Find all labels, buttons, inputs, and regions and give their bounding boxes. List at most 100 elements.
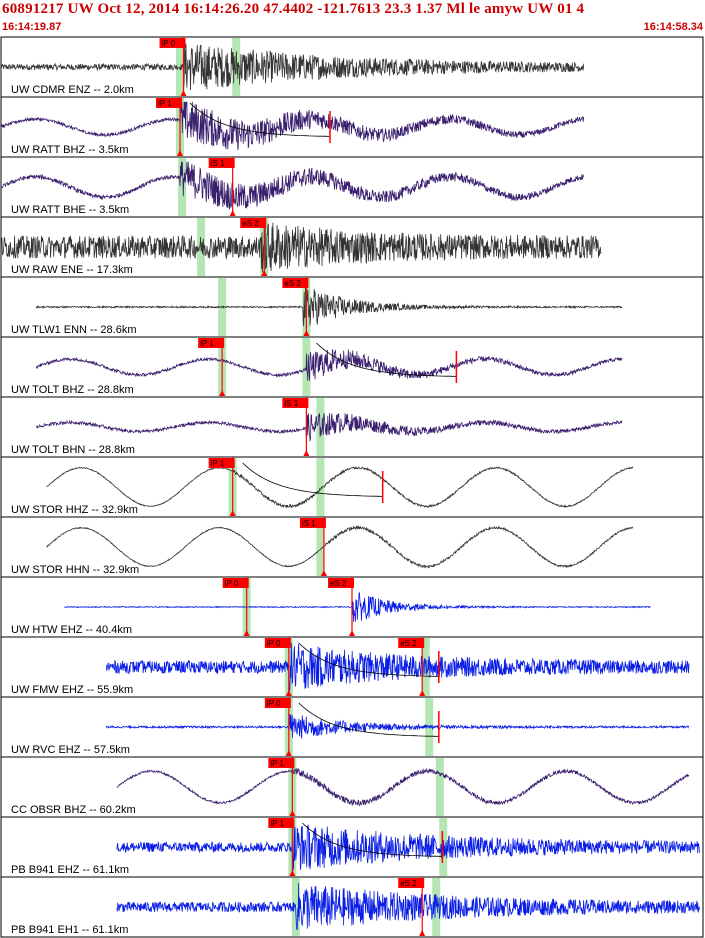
pick-label: iP 0 bbox=[267, 639, 281, 648]
trace-panel: iS 1 UW STOR HHN -- 32.9km bbox=[0, 516, 704, 578]
pick-label: eS 2 bbox=[284, 279, 301, 288]
pick-label: iS 1 bbox=[302, 519, 316, 528]
pick-label: iP 1 bbox=[200, 339, 214, 348]
pick-box[interactable] bbox=[264, 698, 291, 708]
pick-label: iS 1 bbox=[284, 399, 298, 408]
start-time: 16:14:19.87 bbox=[2, 21, 62, 33]
waveform-trace bbox=[46, 466, 634, 509]
coda-curve bbox=[302, 822, 443, 857]
station-label: UW HTW EHZ -- 40.4km bbox=[11, 624, 132, 636]
waveform-trace bbox=[36, 412, 623, 444]
phase-window bbox=[176, 38, 185, 96]
pick-label: iP 1 bbox=[158, 99, 172, 108]
pick-box[interactable] bbox=[240, 218, 267, 228]
pick-box[interactable] bbox=[398, 638, 425, 648]
phase-window bbox=[421, 638, 430, 696]
pick-box[interactable] bbox=[268, 818, 295, 828]
waveform-trace bbox=[35, 349, 623, 381]
pick-marker bbox=[289, 810, 296, 816]
trace-panel: iP 0 UW RVC EHZ -- 57.5km bbox=[0, 696, 704, 758]
pick-label: eS 2 bbox=[400, 879, 417, 888]
pick-box[interactable] bbox=[222, 578, 249, 588]
station-label: PB B941 EH1 -- 61.1km bbox=[11, 924, 128, 936]
station-label: PB B941 EHZ -- 61.1km bbox=[11, 864, 129, 876]
waveform-trace bbox=[0, 101, 585, 150]
station-label: UW RATT BHZ -- 3.5km bbox=[11, 144, 129, 156]
coda-curve bbox=[298, 642, 439, 677]
station-label: UW TLW1 ENN -- 28.6km bbox=[11, 324, 137, 336]
waveform-trace bbox=[0, 161, 585, 210]
trace-panel-border bbox=[0, 876, 704, 938]
waveform-trace bbox=[0, 221, 602, 273]
pick-box[interactable] bbox=[398, 878, 425, 888]
trace-panel: eS 2 UW RAW ENE -- 17.3km bbox=[0, 216, 704, 278]
coda-curve bbox=[189, 102, 331, 137]
pick-label: iP 1 bbox=[270, 759, 284, 768]
trace-panel: eS 2 UW TLW1 ENN -- 28.6km bbox=[0, 276, 704, 338]
pick-label: iP 0 bbox=[162, 39, 176, 48]
pick-box[interactable] bbox=[198, 338, 225, 348]
pick-label: eS 2 bbox=[400, 639, 417, 648]
station-label: UW RATT BHE -- 3.5km bbox=[11, 204, 129, 216]
station-label: UW CDMR ENZ -- 2.0km bbox=[11, 84, 134, 96]
waveform-trace bbox=[116, 824, 700, 871]
phase-window bbox=[316, 518, 325, 576]
phase-window bbox=[435, 758, 444, 816]
station-label: UW TOLT BHZ -- 28.8km bbox=[11, 384, 134, 396]
pick-box[interactable] bbox=[208, 158, 235, 168]
trace-panel: iP 1 CC OBSR BHZ -- 60.2km bbox=[0, 756, 704, 818]
waveform-trace bbox=[46, 525, 634, 569]
pick-box[interactable] bbox=[264, 638, 291, 648]
end-time: 16:14:58.34 bbox=[643, 21, 703, 33]
pick-marker bbox=[320, 570, 327, 576]
pick-box[interactable] bbox=[208, 458, 235, 468]
coda-curve bbox=[242, 462, 383, 497]
pick-box[interactable] bbox=[282, 398, 309, 408]
coda-curve bbox=[298, 702, 439, 737]
phase-window bbox=[316, 458, 325, 516]
trace-panel: iP 0 eS 2 UW HTW EHZ -- 40.4km bbox=[0, 576, 704, 638]
station-label: UW STOR HHN -- 32.9km bbox=[11, 564, 139, 576]
trace-panel: iP 1 UW RATT BHZ -- 3.5km bbox=[0, 96, 704, 158]
station-label: UW RAW ENE -- 17.3km bbox=[11, 264, 133, 276]
waveform-trace bbox=[116, 767, 690, 807]
waveform-trace bbox=[105, 714, 690, 739]
station-label: UW RVC EHZ -- 57.5km bbox=[11, 744, 130, 756]
pick-marker bbox=[219, 390, 226, 396]
pick-marker bbox=[180, 90, 187, 96]
trace-panel: iS 1 UW TOLT BHN -- 28.8km bbox=[0, 396, 704, 458]
pick-marker bbox=[419, 930, 426, 936]
pick-box[interactable] bbox=[282, 278, 309, 288]
trace-panel: iP 1 UW TOLT BHZ -- 28.8km bbox=[0, 336, 704, 398]
pick-box[interactable] bbox=[268, 758, 295, 768]
waveform-trace bbox=[64, 592, 651, 622]
trace-panel: iP 0 UW CDMR ENZ -- 2.0km bbox=[0, 36, 704, 98]
trace-panel: iP 1 UW STOR HHZ -- 32.9km bbox=[0, 456, 704, 518]
pick-label: iP 0 bbox=[267, 699, 281, 708]
trace-panel: iP 1 PB B941 EHZ -- 61.1km bbox=[0, 816, 704, 878]
pick-marker bbox=[261, 270, 268, 276]
coda-curve bbox=[316, 342, 457, 377]
pick-box[interactable] bbox=[156, 98, 183, 108]
pick-marker bbox=[177, 150, 184, 156]
station-label: UW STOR HHZ -- 32.9km bbox=[11, 504, 138, 516]
pick-label: iS 1 bbox=[211, 159, 225, 168]
pick-box[interactable] bbox=[299, 518, 326, 528]
pick-box[interactable] bbox=[328, 578, 354, 588]
pick-box[interactable] bbox=[159, 38, 186, 48]
pick-marker bbox=[243, 630, 250, 636]
phase-window bbox=[232, 38, 241, 96]
pick-marker bbox=[349, 630, 355, 636]
pick-label: iP 1 bbox=[270, 819, 284, 828]
pick-marker bbox=[303, 450, 310, 456]
trace-panel: iP 0 eS 2 UW FMW EHZ -- 55.9km bbox=[0, 636, 704, 698]
pick-label: iP 0 bbox=[225, 579, 239, 588]
trace-panel: iS 1 UW RATT BHE -- 3.5km bbox=[0, 156, 704, 218]
station-label: CC OBSR BHZ -- 60.2km bbox=[11, 804, 136, 816]
waveform-trace bbox=[105, 642, 690, 691]
station-label: UW TOLT BHN -- 28.8km bbox=[11, 444, 135, 456]
station-label: UW FMW EHZ -- 55.9km bbox=[11, 684, 133, 696]
phase-window bbox=[178, 158, 187, 216]
phase-window bbox=[316, 398, 325, 456]
